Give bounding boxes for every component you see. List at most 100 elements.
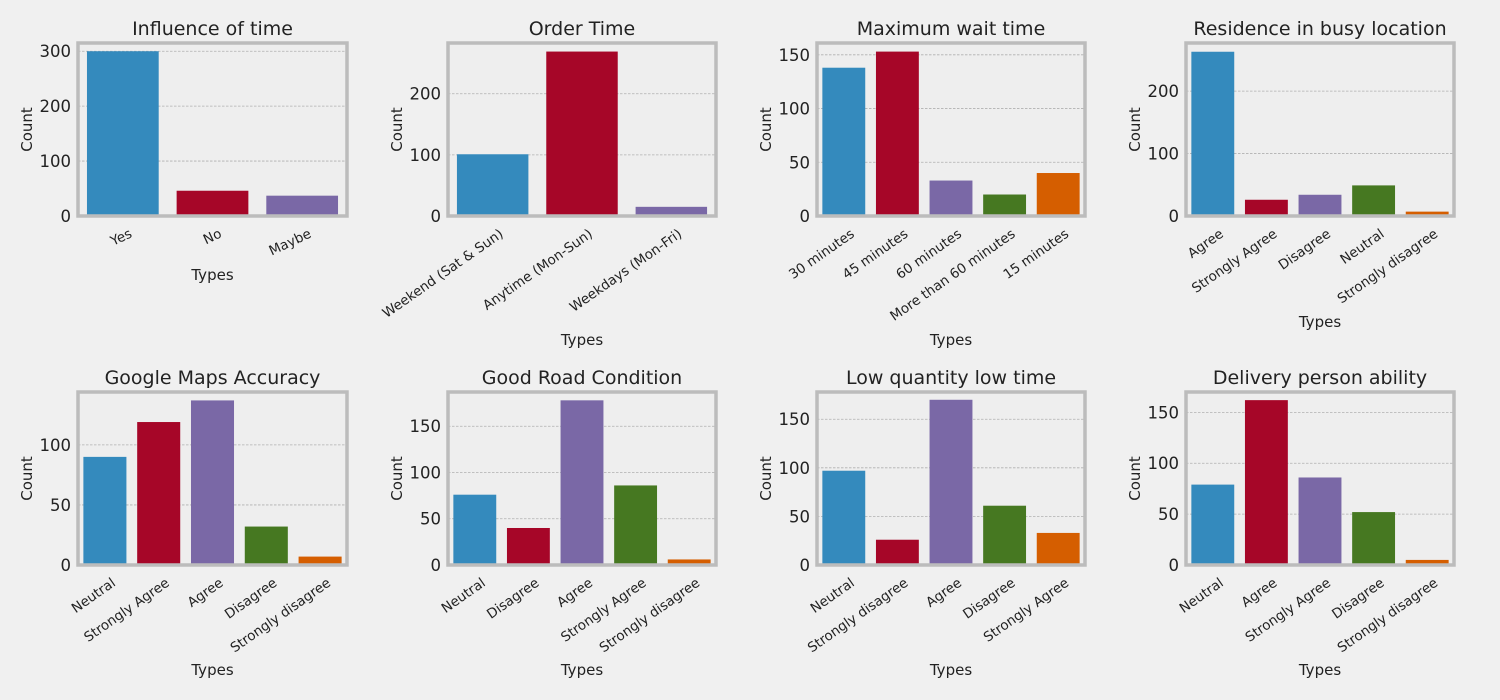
x-tick-label: Strongly disagree: [228, 575, 334, 656]
y-tick-label: 0: [61, 556, 72, 575]
y-tick-label: 0: [431, 556, 442, 575]
x-tick-label: Neutral: [1177, 575, 1227, 617]
x-axis-label: Types: [1298, 313, 1341, 331]
bar-agree: [1191, 51, 1235, 216]
axes-frame: [1184, 41, 1456, 218]
bar-neutral: [1191, 484, 1235, 565]
bar-strongly-agree: [1298, 477, 1342, 565]
x-tick-label: Yes: [107, 226, 134, 250]
y-tick-label: 50: [1158, 505, 1179, 524]
y-tick-label: 0: [1169, 207, 1180, 226]
y-axis-label: Count: [18, 107, 36, 152]
y-tick-label: 100: [779, 100, 811, 119]
x-axis-label: Types: [929, 331, 972, 349]
bar-strongly-agree: [137, 422, 181, 565]
x-tick-label: Disagree: [484, 575, 542, 622]
y-tick-label: 100: [40, 152, 72, 171]
y-tick-label: 100: [410, 463, 442, 482]
bar-maybe: [266, 195, 339, 216]
bar-disagree: [1298, 194, 1342, 216]
x-tick-label: Strongly disagree: [1335, 226, 1441, 307]
x-axis-label: Types: [560, 661, 603, 679]
chart-title: Google Maps Accuracy: [105, 367, 321, 389]
chart-title: Residence in busy location: [1193, 18, 1446, 40]
bar-disagree: [983, 505, 1027, 565]
y-tick-label: 0: [61, 207, 72, 226]
axes-frame: [446, 41, 718, 218]
x-axis-label: Types: [1298, 661, 1341, 679]
axes-frame: [1184, 390, 1456, 567]
y-tick-label: 150: [410, 417, 442, 436]
bar-agree: [929, 399, 973, 565]
x-axis-label: Types: [560, 331, 603, 349]
x-tick-label: Disagree: [1276, 226, 1334, 273]
bar-more-than-60-minutes: [983, 194, 1027, 216]
bar-60-minutes: [929, 180, 973, 216]
bar-neutral: [1352, 185, 1396, 216]
chart-title: Influence of time: [132, 18, 293, 40]
bar-neutral: [83, 456, 127, 565]
x-tick-label: No: [201, 226, 224, 248]
y-axis-label: Count: [1126, 107, 1144, 152]
bar-no: [176, 190, 249, 216]
axes-frame: [815, 390, 1087, 567]
x-tick-label: Agree: [1239, 575, 1281, 611]
y-axis-label: Count: [388, 107, 406, 152]
bar-15-minutes: [1036, 173, 1080, 216]
y-tick-label: 50: [420, 510, 441, 529]
bar-yes: [86, 51, 159, 216]
x-axis-label: Types: [190, 661, 233, 679]
bar-agree: [190, 400, 235, 565]
bar-agree: [560, 400, 604, 565]
chart-title: Delivery person ability: [1213, 367, 1427, 389]
bar-weekend-sat-sun: [456, 154, 529, 216]
y-tick-label: 50: [50, 496, 71, 515]
y-tick-label: 0: [800, 556, 811, 575]
y-axis-label: Count: [757, 456, 775, 501]
bar-disagree: [506, 527, 550, 565]
bar-strongly-disagree: [667, 559, 711, 565]
y-axis-label: Count: [757, 107, 775, 152]
y-tick-label: 50: [789, 153, 810, 172]
x-tick-label: Neutral: [439, 575, 489, 617]
x-axis-label: Types: [929, 661, 972, 679]
bar-weekdays-mon-fri: [635, 206, 708, 216]
y-tick-label: 50: [789, 507, 810, 526]
y-tick-label: 0: [800, 207, 811, 226]
chart-title: Maximum wait time: [857, 18, 1046, 40]
y-tick-label: 150: [1148, 403, 1180, 422]
x-tick-label: Agree: [1185, 226, 1227, 262]
y-tick-label: 150: [779, 410, 811, 429]
bar-anytime-mon-sun: [546, 51, 618, 216]
bar-strongly-agree: [614, 485, 658, 565]
y-tick-label: 200: [410, 85, 442, 104]
bar-strongly-disagree: [875, 539, 919, 565]
x-tick-label: Strongly disagree: [597, 575, 703, 656]
axes-frame: [446, 390, 718, 567]
x-axis-label: Types: [190, 266, 233, 284]
bar-strongly-agree: [1036, 532, 1080, 565]
bar-strongly-disagree: [1405, 559, 1449, 565]
axes-frame: [815, 41, 1087, 218]
y-tick-label: 100: [1148, 145, 1180, 164]
chart-title: Low quantity low time: [846, 367, 1056, 389]
y-tick-label: 200: [1148, 82, 1180, 101]
x-tick-label: Strongly disagree: [1335, 575, 1441, 656]
chart-title: Order Time: [529, 18, 636, 40]
y-tick-label: 0: [431, 207, 442, 226]
y-tick-label: 100: [779, 459, 811, 478]
axes-frame: [76, 41, 349, 218]
bar-strongly-disagree: [1405, 211, 1449, 216]
x-tick-label: Strongly disagree: [805, 575, 911, 656]
y-tick-label: 100: [410, 146, 442, 165]
y-tick-label: 300: [40, 42, 72, 61]
bar-neutral: [822, 470, 866, 565]
